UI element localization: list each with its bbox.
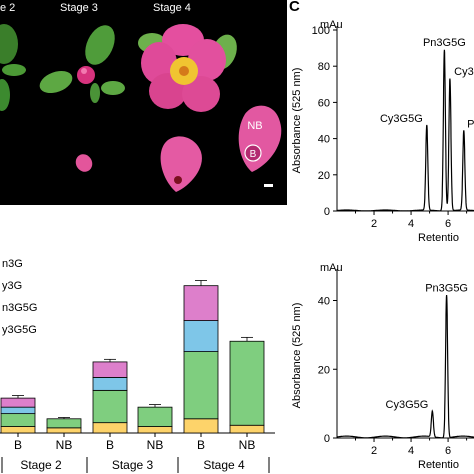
bar-segment bbox=[46, 418, 82, 429]
chromatogram-bottom: 0 20 40 2 4 6 mAu Absorbance (525 nm) Retentio Cy… bbox=[291, 262, 474, 471]
petal bbox=[75, 154, 93, 172]
peak-label: Cy3G5G bbox=[386, 399, 429, 411]
leaf bbox=[85, 25, 115, 65]
stage-label: Stage 3 bbox=[60, 2, 98, 14]
bar-segment bbox=[183, 351, 219, 420]
y-tick-label: 20 bbox=[318, 170, 330, 182]
peak-label: Cy3 bbox=[454, 66, 474, 78]
x-tick-label: NB bbox=[56, 438, 73, 452]
bar-segment bbox=[229, 340, 265, 426]
leaf bbox=[0, 24, 18, 64]
legend-entry: n3G bbox=[2, 258, 23, 270]
y-unit-label: mAu bbox=[320, 19, 343, 31]
peak-label: Pn3G5G bbox=[425, 282, 468, 294]
x-tick-label: 4 bbox=[408, 445, 414, 457]
x-tick-label: B bbox=[106, 438, 114, 452]
y-tick-label: 0 bbox=[324, 206, 330, 218]
leaf bbox=[101, 81, 125, 95]
chromatogram-trace bbox=[336, 49, 474, 212]
x-tick-label: 2 bbox=[371, 445, 377, 457]
base-region-marker bbox=[244, 144, 262, 162]
legend-entry: y3G bbox=[2, 280, 23, 292]
y-tick-label: 40 bbox=[318, 134, 330, 146]
bar-segment bbox=[183, 418, 219, 434]
x-axis-label: Retentio bbox=[418, 232, 459, 244]
label-nb: NB bbox=[247, 120, 262, 132]
chromatogram-top: 0 20 40 60 80 100 2 4 6 mAu Absorbance (525 nm) Ret… bbox=[291, 19, 474, 244]
group-label: Stage 2 bbox=[20, 458, 62, 472]
bar-segment bbox=[137, 406, 173, 427]
y-tick-label: 80 bbox=[318, 61, 330, 73]
leaf bbox=[2, 64, 26, 76]
y-tick-label: 20 bbox=[318, 364, 330, 376]
bar-segment bbox=[0, 413, 36, 427]
petal-base bbox=[174, 176, 182, 184]
stage-label: e 2 bbox=[0, 2, 16, 14]
panel-letter: C bbox=[289, 0, 300, 15]
x-axis-label: Retentio bbox=[418, 459, 459, 471]
legend-entry: n3G5G bbox=[2, 302, 38, 314]
bar-segment bbox=[229, 424, 265, 434]
label-b: B bbox=[250, 149, 257, 160]
group-label: Stage 4 bbox=[203, 458, 245, 472]
petal bbox=[160, 136, 202, 192]
y-axis-label: Absorbance (525 nm) bbox=[291, 303, 303, 409]
scale-bar bbox=[264, 184, 273, 187]
bar-segment bbox=[46, 427, 82, 434]
x-tick-label: B bbox=[14, 438, 22, 452]
bar-segment bbox=[0, 397, 36, 408]
bar-segment bbox=[92, 422, 128, 434]
peak-label: Pn3G5G bbox=[423, 37, 466, 49]
bar-segment bbox=[137, 426, 173, 434]
x-tick-label: 6 bbox=[445, 218, 451, 230]
x-tick-label: 6 bbox=[445, 445, 451, 457]
x-tick-label: 2 bbox=[371, 218, 377, 230]
y-tick-label: 60 bbox=[318, 97, 330, 109]
bar-segment bbox=[92, 377, 128, 391]
peak-label: Pn bbox=[467, 118, 474, 130]
y-unit-label: mAu bbox=[320, 262, 343, 274]
y-axis-label: Absorbance (525 nm) bbox=[291, 68, 303, 174]
bud-highlight bbox=[81, 68, 87, 74]
y-tick-label: 40 bbox=[318, 296, 330, 308]
bar-segment bbox=[0, 406, 36, 415]
leaf bbox=[0, 79, 10, 111]
chromatogram-trace bbox=[336, 295, 474, 439]
petal bbox=[182, 76, 220, 112]
x-tick-label: B bbox=[197, 438, 205, 452]
bar-segment bbox=[0, 426, 36, 434]
y-tick-label: 100 bbox=[312, 25, 330, 37]
leaf bbox=[90, 83, 100, 103]
peak-label: Cy3G5G bbox=[380, 113, 423, 125]
flower-photo-panel: NB B e 2 Stage 3 Stage 4 bbox=[0, 0, 287, 205]
flower-centre bbox=[179, 66, 189, 76]
legend-entry: y3G5G bbox=[2, 324, 37, 336]
stage-label: Stage 4 bbox=[153, 2, 191, 14]
stacked-bar-chart: B NB B NB B NB Stage 2 Stage 3 Stage 4 bbox=[0, 280, 275, 473]
x-tick-label: 4 bbox=[408, 218, 414, 230]
flower-photo: NB B bbox=[0, 0, 287, 205]
bar-segment bbox=[92, 389, 128, 424]
bar-segment bbox=[183, 320, 219, 352]
leaf bbox=[39, 70, 73, 94]
x-tick-label: NB bbox=[239, 438, 256, 452]
group-label: Stage 3 bbox=[112, 458, 154, 472]
x-tick-label: NB bbox=[147, 438, 164, 452]
y-tick-label: 0 bbox=[324, 433, 330, 445]
bar-segment bbox=[92, 361, 128, 378]
bar-segment bbox=[183, 285, 219, 321]
